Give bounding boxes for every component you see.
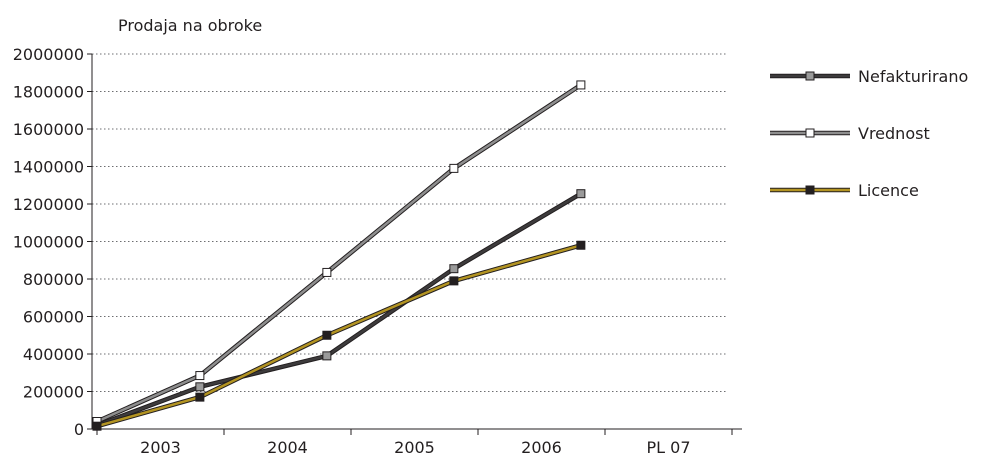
legend-label: Nefakturirano [858, 67, 968, 86]
y-tick-label: 0 [74, 420, 84, 439]
x-tick-label: 2004 [267, 438, 308, 456]
y-tick-labels: 2000000180000016000001400000120000010000… [13, 45, 84, 439]
legend-swatch-marker [805, 185, 815, 195]
x-tick-label: 2003 [140, 438, 181, 456]
legend-swatch-marker [805, 128, 815, 138]
y-tick-label: 200000 [23, 383, 84, 402]
x-tick-labels: 2003 2004 2005 2006 PL 07 [140, 438, 690, 456]
x-tick-label: 2006 [521, 438, 562, 456]
y-tick-label: 1000000 [13, 233, 84, 252]
data-point-vrednost [322, 267, 332, 277]
legend: Nefakturirano Vrednost Licence [770, 67, 968, 200]
y-tick-label: 1600000 [13, 120, 84, 139]
axes [87, 53, 742, 435]
y-tick-label: 600000 [23, 308, 84, 327]
legend-label: Licence [858, 181, 919, 200]
data-point-vrednost [449, 163, 459, 173]
x-tick-label: PL 07 [646, 438, 690, 456]
data-point-licence [322, 330, 332, 340]
data-point-vrednost [576, 80, 586, 90]
legend-swatch-marker [805, 71, 815, 81]
chart-title: Prodaja na obroke [118, 16, 262, 35]
data-point-nefakturirano [195, 382, 205, 392]
gridlines [92, 53, 726, 392]
data-point-licence [195, 392, 205, 402]
series-line-outline-vrednost [94, 82, 584, 424]
data-point-nefakturirano [322, 351, 332, 361]
y-tick-label: 2000000 [13, 45, 84, 64]
y-tick-label: 1800000 [13, 83, 84, 102]
legend-item-licence: Licence [770, 181, 919, 200]
x-tick-label: 2005 [394, 438, 435, 456]
series-line-vrednost [95, 83, 583, 423]
y-tick-label: 800000 [23, 270, 84, 289]
data-point-licence [92, 421, 102, 431]
legend-item-vrednost: Vrednost [770, 124, 930, 143]
legend-label: Vrednost [858, 124, 930, 143]
data-point-licence [449, 276, 459, 286]
data-point-licence [576, 240, 586, 250]
data-point-nefakturirano [576, 189, 586, 199]
legend-item-nefakturirano: Nefakturirano [770, 67, 968, 86]
y-tick-label: 1200000 [13, 195, 84, 214]
y-tick-label: 400000 [23, 345, 84, 364]
series-lines [92, 80, 586, 431]
y-tick-label: 1400000 [13, 158, 84, 177]
data-point-nefakturirano [449, 264, 459, 274]
data-point-vrednost [195, 371, 205, 381]
